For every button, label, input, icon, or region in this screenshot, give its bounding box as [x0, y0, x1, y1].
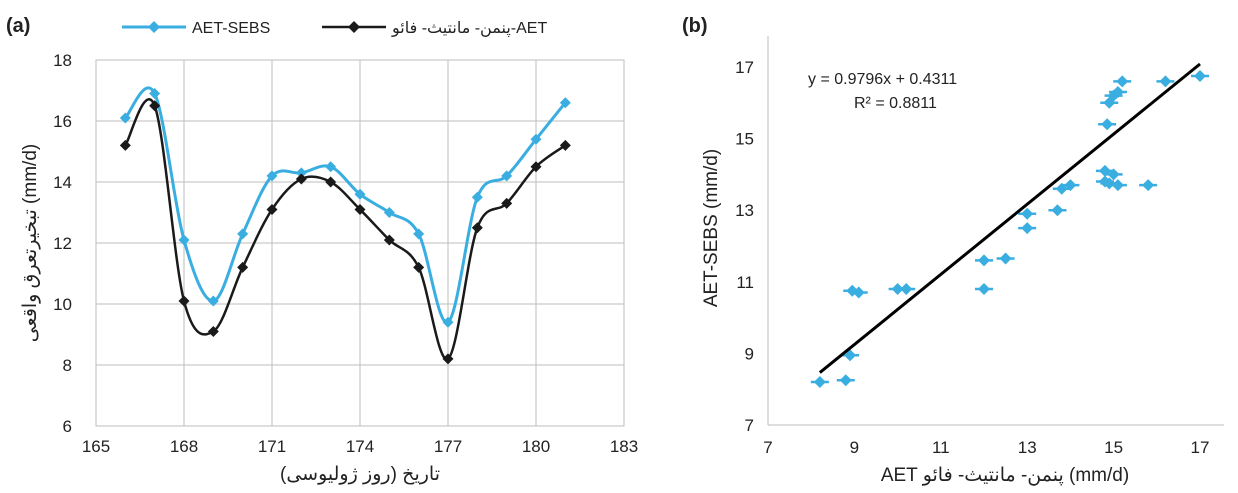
panel-b-xtick: 13: [1018, 438, 1037, 457]
panel-a-ytick: 18: [53, 51, 72, 70]
panel-b-xlabel: AET پنمن- مانتیث- فائو (mm/d): [881, 465, 1129, 486]
legend-aet-marker: [348, 21, 360, 33]
panel-b-ytick: 15: [735, 130, 754, 149]
panel-a-point: [530, 133, 542, 145]
panel-a-point: [354, 188, 366, 200]
panel-a-ticks: 165 168 171 174 177 180 183 6 8 10 12 14 16 18: [53, 51, 638, 456]
panel-a-point: [383, 207, 395, 218]
panel-a-ytick: 16: [53, 112, 72, 131]
panel-a-line-chart: (a) 165 168 171 174 177 180 183 6 8 10 12 14 16 18 AE…: [6, 15, 638, 485]
panel-b-ytick: 11: [736, 273, 754, 292]
panel-a-xtick: 183: [610, 437, 638, 456]
panel-a-point: [442, 316, 454, 328]
panel-a-point: [559, 139, 571, 151]
panel-b-xtick: 15: [1104, 438, 1123, 457]
panel-b-trendline: [818, 62, 1201, 374]
panel-a-series-line: [124, 86, 567, 324]
legend-sebs-label: AET-SEBS: [192, 20, 270, 37]
panel-a-xlabel: تاریخ (روز ژولیوسی): [280, 464, 440, 485]
panel-a-xtick: 177: [434, 437, 462, 456]
panel-b-tag: (b): [682, 15, 708, 37]
panel-a-point: [471, 222, 483, 234]
panel-a-point: [559, 97, 571, 109]
panel-b-xtick: 17: [1191, 438, 1210, 457]
panel-b-scatter-chart: (b) 7 9 11 13 15 17 7 9 11 13 15 17 y = 0.9796x + 0…: [682, 15, 1224, 486]
panel-a-ytick: 10: [53, 295, 72, 314]
panel-a-point: [178, 234, 190, 246]
panel-a-point: [149, 100, 161, 112]
panel-b-ytick: 9: [745, 344, 754, 363]
panel-a-xtick: 165: [82, 437, 110, 456]
panel-b-ticks: 7 9 11 13 15 17 7 9 11 13 15 17: [735, 58, 1209, 457]
panel-a-point: [413, 261, 425, 273]
panel-a-point: [295, 173, 307, 185]
panel-b-equation: y = 0.9796x + 0.4311: [808, 71, 957, 88]
panel-a-point: [295, 167, 307, 179]
panel-a-ytick: 6: [63, 417, 72, 436]
panel-a-point: [383, 234, 395, 246]
panel-a-point: [471, 191, 483, 203]
panel-b-points: [810, 69, 1209, 389]
panel-a-point: [266, 170, 278, 182]
panel-a-xtick: 180: [522, 437, 550, 456]
panel-a-point: [237, 228, 249, 240]
panel-b-ytick: 7: [745, 416, 754, 435]
panel-b-ylabel: AET-SEBS (mm/d): [701, 149, 722, 307]
panel-a-point: [266, 203, 278, 215]
panel-a-xtick: 171: [258, 437, 286, 456]
panel-b-ytick: 13: [735, 201, 754, 220]
panel-b-ytick: 17: [735, 58, 754, 77]
panel-a-ytick: 8: [63, 356, 72, 375]
panel-b-xtick: 9: [850, 438, 859, 457]
panel-a-legend: AET-SEBS پنمن- مانتیث- فائو-AET: [122, 20, 547, 38]
panel-b-xtick: 7: [763, 438, 772, 457]
panel-a-xtick: 168: [170, 437, 198, 456]
panel-a-series: [119, 86, 571, 365]
panel-a-grid: [95, 59, 625, 427]
panel-b-xtick: 11: [932, 438, 950, 457]
panel-a-point: [442, 353, 454, 365]
panel-a-xtick: 174: [346, 437, 374, 456]
panel-a-ytick: 14: [53, 173, 72, 192]
panel-a-point: [178, 295, 190, 307]
panel-a-point: [501, 170, 513, 182]
panel-a-point: [325, 176, 337, 188]
panel-a-point: [119, 139, 131, 151]
legend-aet-label: پنمن- مانتیث- فائو-AET: [391, 20, 547, 38]
panel-a-series-line: [124, 98, 567, 361]
panel-a-point: [207, 295, 219, 307]
panel-a-ylabel: تبخیرتعرق واقعی (mm/d): [20, 144, 41, 342]
panel-a-point: [325, 161, 337, 173]
panel-b-r2: R² = 0.8811: [854, 95, 937, 112]
panel-a-point: [501, 197, 513, 209]
panel-a-point: [354, 203, 366, 215]
panel-a-tag: (a): [6, 15, 30, 37]
legend-sebs-marker: [148, 21, 160, 33]
panel-a-point: [530, 161, 542, 173]
panel-a-point: [207, 325, 219, 337]
panel-a-point: [119, 112, 131, 124]
panel-a-point: [237, 261, 249, 273]
panel-a-point: [413, 228, 425, 240]
panel-a-ytick: 12: [53, 234, 72, 253]
panel-a-point: [149, 88, 161, 100]
